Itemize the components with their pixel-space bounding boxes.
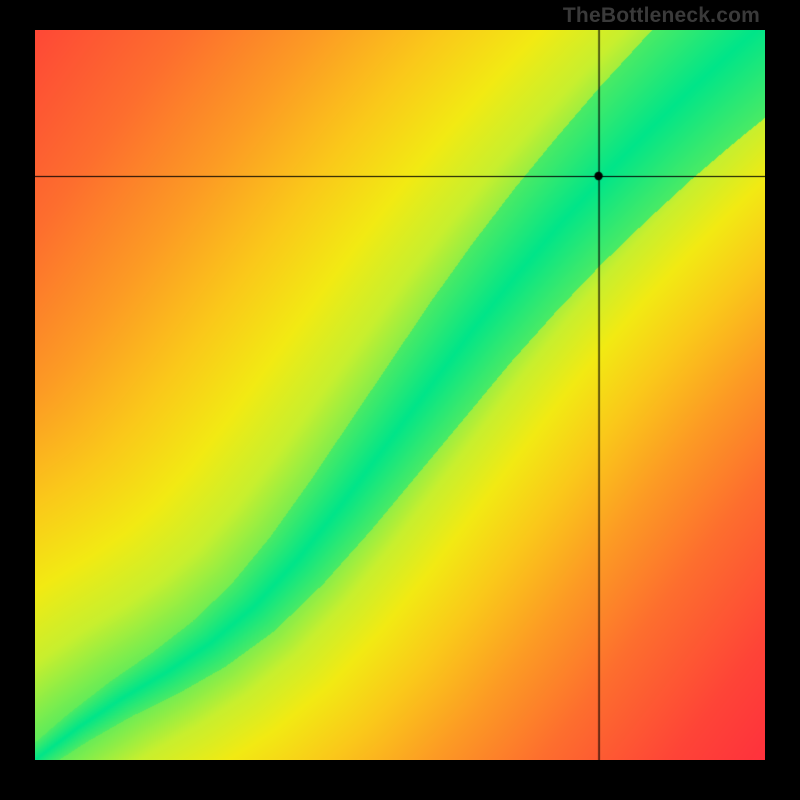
bottleneck-heatmap: [35, 30, 765, 760]
watermark-text: TheBottleneck.com: [563, 4, 760, 28]
